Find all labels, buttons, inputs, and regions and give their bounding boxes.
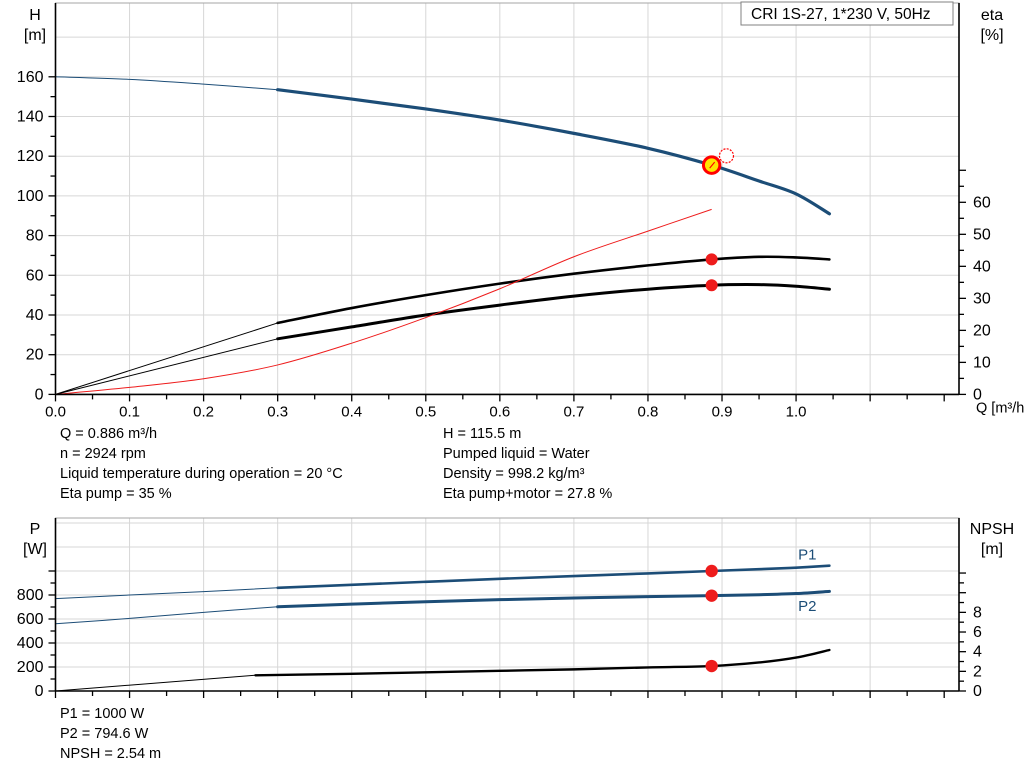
svg-text:0: 0 — [973, 683, 982, 700]
svg-text:[m]: [m] — [981, 541, 1003, 558]
svg-text:0.3: 0.3 — [267, 403, 288, 420]
svg-text:40: 40 — [26, 307, 44, 324]
svg-text:[%]: [%] — [980, 27, 1003, 44]
svg-text:2: 2 — [973, 663, 982, 680]
svg-text:10: 10 — [973, 354, 991, 371]
svg-text:0.6: 0.6 — [489, 403, 510, 420]
svg-text:NPSH: NPSH — [970, 521, 1014, 538]
svg-text:160: 160 — [17, 69, 44, 86]
svg-text:0.7: 0.7 — [563, 403, 584, 420]
svg-text:0: 0 — [35, 683, 44, 700]
svg-text:20: 20 — [26, 347, 44, 364]
svg-text:P1: P1 — [798, 547, 816, 564]
svg-text:140: 140 — [17, 109, 44, 126]
svg-text:200: 200 — [17, 659, 44, 676]
svg-text:120: 120 — [17, 148, 44, 165]
svg-text:eta: eta — [981, 7, 1003, 24]
svg-text:Q [m³/h]: Q [m³/h] — [976, 400, 1024, 416]
svg-text:P: P — [30, 521, 41, 538]
svg-text:CRI 1S-27, 1*230 V, 50Hz: CRI 1S-27, 1*230 V, 50Hz — [751, 6, 931, 23]
svg-text:[W]: [W] — [23, 541, 47, 558]
svg-text:80: 80 — [26, 228, 44, 245]
svg-text:[m]: [m] — [24, 27, 46, 44]
svg-text:30: 30 — [973, 290, 991, 307]
svg-text:0.1: 0.1 — [119, 403, 140, 420]
svg-text:60: 60 — [973, 194, 991, 211]
svg-text:400: 400 — [17, 635, 44, 652]
svg-text:800: 800 — [17, 587, 44, 604]
svg-text:100: 100 — [17, 188, 44, 205]
svg-text:8: 8 — [973, 604, 982, 621]
svg-text:0.5: 0.5 — [415, 403, 436, 420]
svg-text:6: 6 — [973, 624, 982, 641]
svg-text:0.4: 0.4 — [341, 403, 362, 420]
svg-text:P2: P2 — [798, 598, 816, 615]
svg-text:4: 4 — [973, 644, 982, 661]
svg-text:50: 50 — [973, 226, 991, 243]
svg-text:0.9: 0.9 — [712, 403, 733, 420]
svg-text:40: 40 — [973, 258, 991, 275]
svg-text:0: 0 — [35, 386, 44, 403]
svg-text:0.8: 0.8 — [638, 403, 659, 420]
svg-text:0.0: 0.0 — [45, 403, 66, 420]
svg-text:0.2: 0.2 — [193, 403, 214, 420]
svg-text:600: 600 — [17, 611, 44, 628]
svg-text:1.0: 1.0 — [786, 403, 807, 420]
svg-text:60: 60 — [26, 267, 44, 284]
svg-text:20: 20 — [973, 322, 991, 339]
svg-text:H: H — [29, 7, 41, 24]
